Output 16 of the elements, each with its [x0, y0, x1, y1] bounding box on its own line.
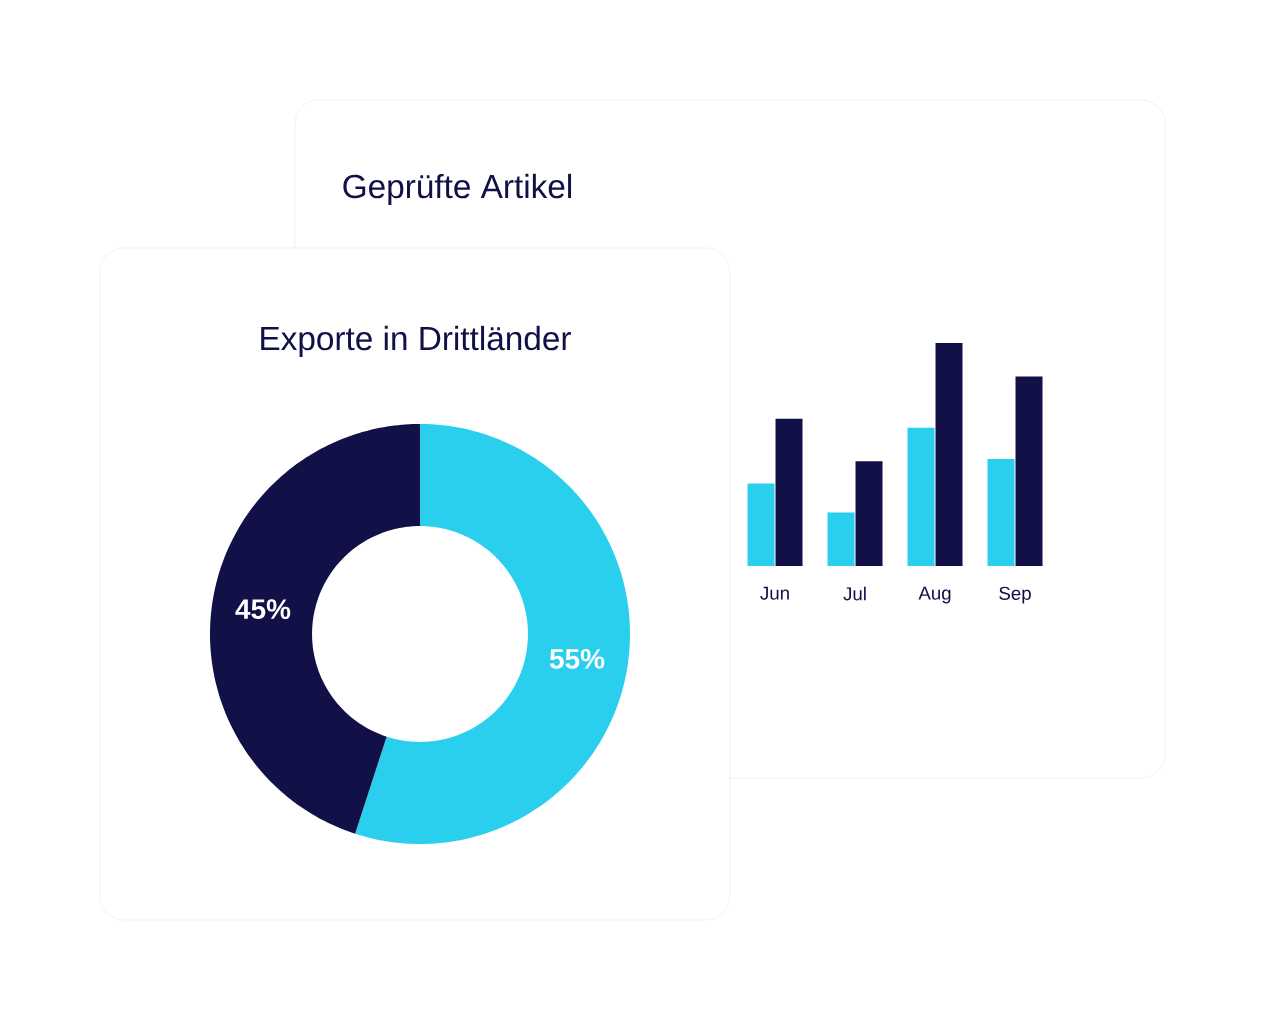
x-tick-label: Sep	[999, 586, 1031, 604]
bar	[775, 418, 803, 566]
chart-title: Exporte in Drittländer	[261, 325, 571, 357]
x-tick-label: Jun	[760, 586, 789, 600]
bar	[747, 483, 775, 566]
bar	[1015, 376, 1043, 566]
bar	[987, 458, 1015, 566]
bar	[855, 461, 883, 566]
text: Geprüfte Artikel	[343, 173, 572, 205]
x-tick-label: Aug	[918, 586, 951, 604]
bar	[827, 512, 855, 566]
x-tick-label: Jul	[843, 586, 866, 601]
bar	[935, 342, 963, 566]
data-label: 55%	[549, 648, 605, 669]
data-label: 45%	[235, 599, 291, 620]
bar	[907, 427, 935, 566]
